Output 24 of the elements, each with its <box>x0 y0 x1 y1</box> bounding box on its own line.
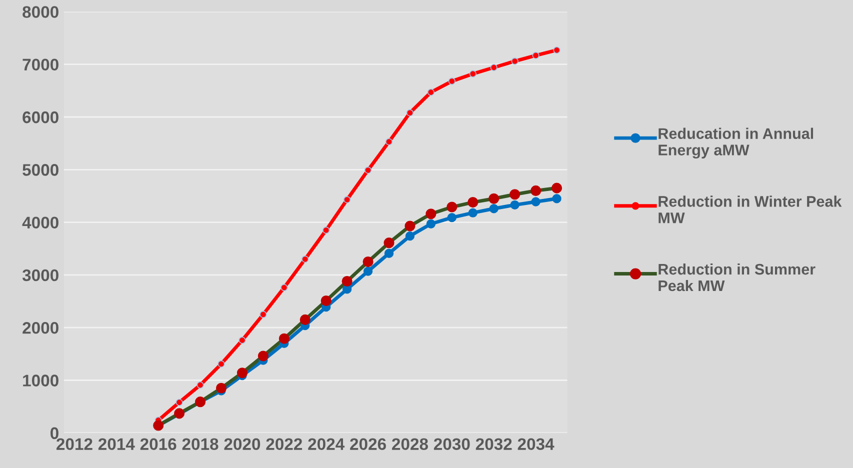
x-tick-label: 2024 <box>308 438 345 450</box>
y-tick-label: 4000 <box>22 216 58 229</box>
y-tick-label: 0 <box>50 427 58 440</box>
x-tick-label: 2016 <box>140 438 176 450</box>
x-tick-label: 2026 <box>350 438 386 450</box>
y-tick-label: 2000 <box>22 322 58 334</box>
x-tick-label: 2018 <box>182 438 218 450</box>
y-tick-label: 3000 <box>22 269 58 282</box>
x-tick-label: 2032 <box>476 438 512 450</box>
y-tick-label: 8000 <box>22 6 58 18</box>
x-tick-label: 2030 <box>434 438 470 450</box>
y-tick-label: 7000 <box>22 58 58 71</box>
x-tick-label: 2028 <box>392 438 428 450</box>
y-tick-label: 5000 <box>22 164 58 176</box>
x-tick-label: 2012 <box>56 438 92 450</box>
x-tick-label: 2034 <box>518 438 554 450</box>
legend-label: Reduction in Summer Peak MW <box>658 263 816 292</box>
y-tick-label: 1000 <box>23 374 58 386</box>
x-tick-label: 2014 <box>98 438 135 450</box>
legend-label: Reducation in Annual Energy aMW <box>658 128 814 159</box>
x-tick-label: 2020 <box>224 438 260 450</box>
legend-label: Reduction in Winter Peak MW <box>658 196 842 224</box>
x-tick-label: 2022 <box>266 438 302 450</box>
y-tick-label: 6000 <box>22 111 58 124</box>
